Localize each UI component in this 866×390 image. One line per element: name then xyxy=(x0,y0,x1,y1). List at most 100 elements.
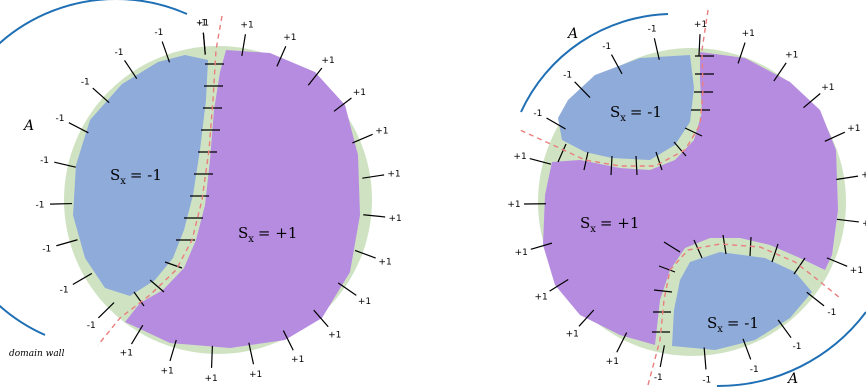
boundary-spin-tick xyxy=(248,342,255,365)
boundary-spin-tick xyxy=(773,62,787,82)
right-subsystem-arc-bottom xyxy=(716,311,866,388)
boundary-spin-label: +1 xyxy=(861,171,866,181)
boundary-spin-tick xyxy=(54,161,76,168)
boundary-spin-tick xyxy=(124,60,138,80)
boundary-spin-label: -1 xyxy=(60,286,69,296)
boundary-spin-label: +1 xyxy=(378,257,391,267)
boundary-spin-label: -1 xyxy=(81,77,90,87)
boundary-spin-label: +1 xyxy=(694,20,707,30)
left-panel: -1-1-1-1-1-1-1-1-1-1+1+1+1 +1+1+1+1+1+1+1… xyxy=(0,0,402,384)
boundary-spin-label: +1 xyxy=(515,248,528,258)
boundary-spin-tick xyxy=(659,345,665,368)
boundary-spin-tick xyxy=(161,41,171,63)
boundary-spin-label: +1 xyxy=(742,29,755,39)
boundary-spin-label: +1 xyxy=(283,33,296,43)
right-subsystem-label-top: A xyxy=(566,26,578,42)
boundary-spin-label: -1 xyxy=(792,342,801,352)
boundary-spin-label: +1 xyxy=(249,370,262,380)
boundary-spin-label: +1 xyxy=(862,219,866,229)
boundary-spin-tick xyxy=(72,272,93,286)
boundary-spin-tick xyxy=(352,133,373,144)
boundary-spin-label: +1 xyxy=(566,330,579,340)
boundary-spin-tick xyxy=(56,239,78,247)
boundary-spin-tick xyxy=(549,278,569,292)
boundary-spin-label: -1 xyxy=(154,28,163,38)
boundary-spin-tick xyxy=(703,347,707,370)
boundary-spin-tick xyxy=(92,87,110,104)
boundary-spin-label: +1 xyxy=(387,169,400,179)
boundary-spin-tick xyxy=(836,175,859,181)
boundary-spin-tick xyxy=(307,67,323,86)
boundary-spin-label: +1 xyxy=(358,297,371,307)
left-region-positive xyxy=(125,50,360,348)
boundary-spin-label: -1 xyxy=(533,109,542,119)
boundary-spin-tick xyxy=(97,302,115,319)
boundary-spin-tick xyxy=(363,214,386,218)
boundary-spin-tick xyxy=(130,324,144,345)
left-domain-wall-curve xyxy=(97,15,223,346)
boundary-spin-label: -1 xyxy=(602,42,611,52)
boundary-spin-label: +1 xyxy=(196,19,209,29)
boundary-spin-tick xyxy=(836,218,859,223)
boundary-spin-label: +1 xyxy=(513,152,526,162)
boundary-spin-tick xyxy=(737,42,746,64)
boundary-spin-label: -1 xyxy=(827,308,836,318)
boundary-spin-tick xyxy=(653,38,660,60)
right-region-negative-bottom xyxy=(672,252,812,350)
left-subsystem-label: A xyxy=(22,118,34,134)
right-panel: -1 -1 -1 -1 +1 +1 +1 +1 +1 +1 +1 +1 -1 -1 -1 -1 -1 +1 +1 +1… xyxy=(507,9,866,388)
boundary-spin-label: +1 xyxy=(240,20,253,30)
boundary-spin-tick xyxy=(578,309,595,327)
boundary-spin-tick xyxy=(50,202,73,205)
right-domain-wall-ticks xyxy=(557,55,806,333)
left-boundary-spins: -1-1-1-1-1-1-1-1-1-1+1+1+1 +1+1+1+1+1+1+1… xyxy=(36,19,402,384)
boundary-spin-tick xyxy=(68,122,89,134)
left-region-negative-label: Sx = -1 xyxy=(110,166,162,187)
boundary-spin-tick xyxy=(616,332,628,353)
right-region-negative-top-label: Sx = -1 xyxy=(610,103,662,124)
boundary-spin-tick xyxy=(826,257,848,267)
boundary-spin-label: -1 xyxy=(36,200,45,210)
boundary-spin-tick xyxy=(276,46,287,67)
right-region-negative-bottom-label: Sx = -1 xyxy=(707,314,759,335)
boundary-spin-label: -1 xyxy=(40,156,49,166)
right-subsystem-arc-top xyxy=(520,13,669,113)
right-subsystem-label-bottom: A xyxy=(786,371,798,387)
boundary-spin-label: +1 xyxy=(388,214,401,224)
right-region-positive-label: Sx = +1 xyxy=(580,214,639,235)
boundary-spin-tick xyxy=(806,291,825,307)
boundary-spin-label: +1 xyxy=(785,51,798,61)
boundary-spin-label: +1 xyxy=(606,357,619,367)
boundary-spin-label: +1 xyxy=(534,292,547,302)
boundary-spin-label: +1 xyxy=(353,88,366,98)
boundary-spin-tick xyxy=(803,93,821,109)
boundary-spin-label: -1 xyxy=(198,19,207,29)
boundary-spin-tick xyxy=(698,34,701,57)
boundary-spin-label: -1 xyxy=(87,321,96,331)
boundary-spin-tick xyxy=(362,174,385,179)
boundary-spin-label: -1 xyxy=(750,365,759,375)
boundary-spin-label: -1 xyxy=(654,373,663,383)
boundary-spin-label: -1 xyxy=(42,244,51,254)
boundary-spin-label: -1 xyxy=(114,48,123,58)
boundary-spin-tick xyxy=(337,282,357,296)
right-domain-wall-curve-bottom xyxy=(647,243,841,386)
boundary-spin-tick xyxy=(354,249,376,259)
right-region-negative-top xyxy=(558,55,694,160)
boundary-spin-label: -1 xyxy=(702,375,711,385)
boundary-spin-tick xyxy=(824,131,846,142)
boundary-spin-tick xyxy=(202,32,206,55)
boundary-spin-label: +1 xyxy=(321,56,334,66)
boundary-spin-tick xyxy=(742,338,752,360)
boundary-spin-tick xyxy=(610,54,623,75)
right-boundary-spins: -1 -1 -1 -1 +1 +1 +1 +1 +1 +1 +1 +1 -1 -1 -1 -1 -1 +1 +1 +1… xyxy=(507,20,866,385)
boundary-spin-tick xyxy=(574,81,591,98)
left-region-negative xyxy=(73,55,208,296)
boundary-spin-tick xyxy=(777,319,792,339)
boundary-spin-label: -1 xyxy=(563,71,572,81)
boundary-spin-tick xyxy=(282,330,294,351)
boundary-spin-tick xyxy=(333,97,352,112)
right-domain-wall-curve-top xyxy=(519,9,709,167)
boundary-spin-label: +1 xyxy=(821,83,834,93)
boundary-spin-tick xyxy=(210,345,213,368)
